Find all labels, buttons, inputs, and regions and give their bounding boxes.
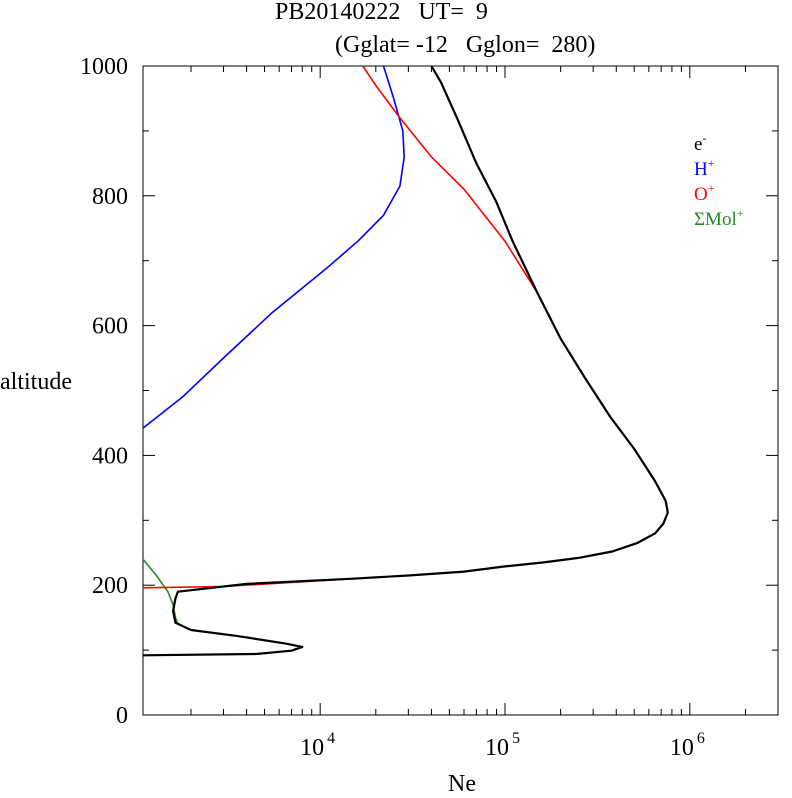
y-tick-label: 0	[116, 703, 128, 729]
x-tick-label-exponent: 5	[512, 730, 520, 747]
x-tick-label: 10	[485, 735, 509, 761]
series-line-oxygen	[142, 65, 669, 589]
plot-frame	[142, 65, 779, 716]
x-tick-label-exponent: 4	[327, 730, 335, 747]
legend-item-electron: e-	[694, 131, 707, 155]
y-tick-label: 600	[92, 314, 128, 340]
series-line-electron	[142, 65, 669, 657]
series-line-hydrogen	[142, 65, 406, 429]
y-tick-label: 1000	[80, 54, 128, 80]
x-tick-label-exponent: 6	[697, 730, 705, 747]
chart-subtitle: (Gglat= -12 Gglon= 280)	[335, 32, 596, 58]
legend-label-electron: e	[694, 134, 703, 155]
y-tick-label: 400	[92, 443, 128, 469]
series-line-molecular	[142, 558, 179, 625]
legend-item-molecular: ΣMol+	[694, 206, 744, 230]
chart-title: PB20140222 UT= 9	[275, 0, 488, 25]
legend-label-hydrogen: H	[694, 159, 708, 180]
x-tick-label: 10	[670, 735, 694, 761]
x-tick-label: 10	[300, 735, 324, 761]
legend-label-oxygen: O	[694, 184, 708, 205]
y-axis-label: altitude	[0, 369, 72, 395]
y-tick-label: 200	[92, 573, 128, 599]
y-tick-label: 800	[92, 184, 128, 210]
plot-area	[142, 65, 779, 716]
legend-item-hydrogen: H+	[694, 156, 715, 180]
x-axis-label: Ne	[448, 771, 476, 797]
legend-item-oxygen: O+	[694, 181, 715, 205]
series-layer	[142, 65, 669, 657]
legend-label-molecular: ΣMol	[694, 209, 737, 230]
